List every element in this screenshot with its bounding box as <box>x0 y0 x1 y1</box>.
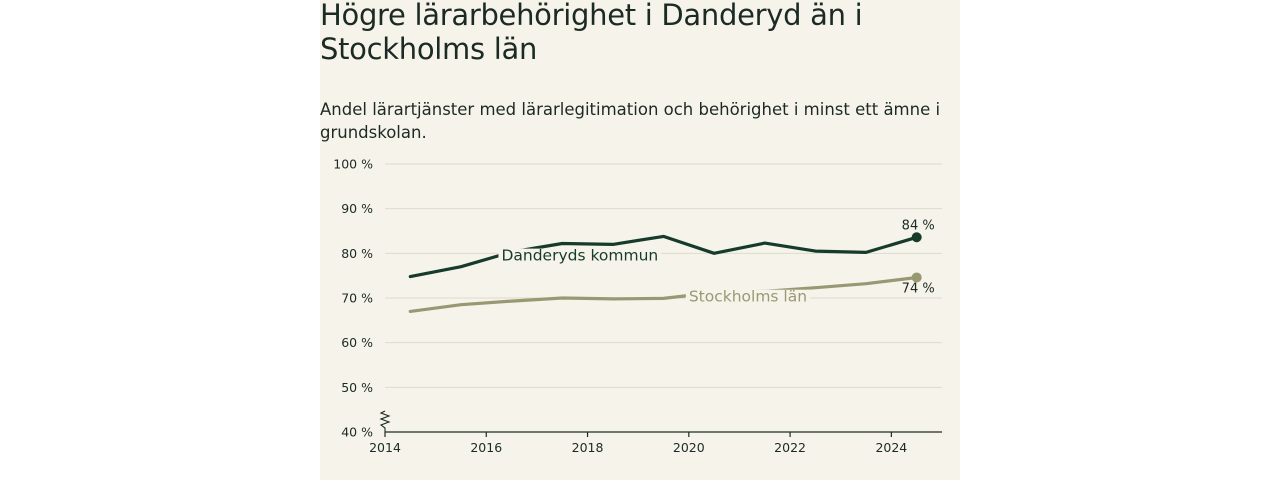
stockholm-end-point <box>911 272 922 283</box>
stockholm-label-group: Stockholms län <box>685 288 811 306</box>
stockholm-line <box>408 275 919 313</box>
axis-break-icon <box>379 410 391 432</box>
danderyd-series-label: Danderyds kommun <box>501 247 658 265</box>
series-label-background <box>498 248 662 263</box>
series-label-background <box>685 289 811 304</box>
chart-subtitle: Andel lärartjänster med lärarlegitimatio… <box>320 100 941 142</box>
danderyd-end-label: 84 % <box>902 218 935 233</box>
y-tick-label: 40 % <box>341 425 373 440</box>
x-tick-label: 2020 <box>673 440 705 455</box>
y-tick-label: 100 % <box>333 157 373 172</box>
stockholm-end-label: 74 % <box>902 281 935 296</box>
y-tick-label: 80 % <box>341 246 373 261</box>
line-chart: 40 % 50 % 60 % 70 % 80 % 90 % 100 % 2014 2016 201… <box>333 157 942 455</box>
chart-panel: Högre lärarbehörighet i Danderyd än i St… <box>320 0 960 480</box>
stockholm-series-label: Stockholms län <box>689 288 807 306</box>
danderyd-label-group: Danderyds kommun <box>498 247 662 265</box>
y-tick-label: 60 % <box>341 335 373 350</box>
x-tick-label: 2014 <box>369 440 401 455</box>
x-tick-label: 2016 <box>470 440 502 455</box>
danderyd-end-point <box>911 232 922 243</box>
y-tick-label: 50 % <box>341 380 373 395</box>
x-tick-label: 2018 <box>572 440 604 455</box>
danderyd-line <box>408 234 919 279</box>
x-tick-label: 2022 <box>774 440 806 455</box>
y-tick-label: 90 % <box>341 201 373 216</box>
x-tick-label: 2024 <box>875 440 907 455</box>
chart-title: Högre lärarbehörighet i Danderyd än i St… <box>320 0 863 66</box>
y-tick-label: 70 % <box>341 291 373 306</box>
